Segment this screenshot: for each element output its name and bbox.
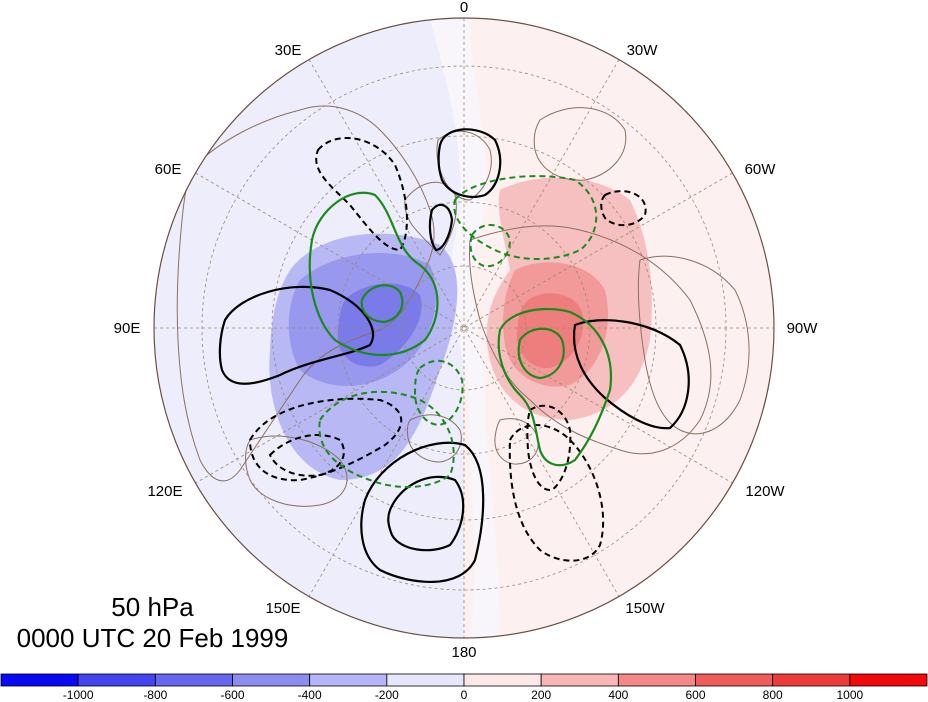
contour-green-solid-1 — [308, 191, 439, 356]
colorbar-box-0 — [0, 673, 79, 687]
colorbar-box-6 — [463, 673, 542, 687]
contour-dashed-5 — [508, 424, 605, 562]
lon-label-90w: 90W — [787, 320, 819, 337]
colorbar: -1000 -800 -600 -400 -200 0 200 400 600 800 1000 — [0, 673, 928, 702]
contour-green-dashed-1 — [453, 175, 598, 260]
contour-solid-3 — [218, 285, 375, 385]
colorbar-box-5 — [386, 673, 465, 687]
lon-label-30e: 30E — [275, 42, 302, 59]
colorbar-box-9 — [695, 673, 774, 687]
black-dashed-contours — [248, 137, 647, 562]
colorbar-tick-label: -800 — [143, 688, 167, 702]
contour-solid-2 — [428, 203, 454, 252]
lon-label-60e: 60E — [155, 161, 182, 178]
contour-green-dashed-4 — [413, 359, 464, 427]
colorbar-tick-label: -1000 — [63, 688, 94, 702]
title-pressure-level: 50 hPa — [111, 592, 194, 622]
contour-dashed-4 — [268, 434, 345, 477]
contour-green-solid-2 — [360, 284, 404, 324]
colorbar-tick-label: 1000 — [836, 688, 863, 702]
colorbar-box-3 — [232, 673, 311, 687]
contour-dashed-1 — [315, 137, 408, 252]
lon-label-0: 0 — [460, 0, 468, 16]
colorbar-tick-label: 800 — [763, 688, 783, 702]
title-valid-time: 0000 UTC 20 Feb 1999 — [16, 623, 289, 653]
lon-label-150w: 150W — [625, 600, 665, 617]
lon-label-180: 180 — [451, 644, 476, 661]
lon-label-120w: 120W — [745, 483, 785, 500]
contour-solid-6 — [387, 475, 465, 552]
contour-green-solid-3 — [497, 307, 612, 467]
colorbar-tick-label: -600 — [220, 688, 244, 702]
longitude-labels: 0 30W 60W 90W 120W 150W 180 150E 120E 90… — [114, 0, 819, 661]
lon-label-150e: 150E — [265, 600, 300, 617]
contour-solid-1 — [437, 128, 502, 198]
colorbar-box-7 — [540, 673, 619, 687]
colorbar-box-4 — [309, 673, 388, 687]
lon-label-60w: 60W — [745, 161, 777, 178]
contour-solid-4 — [572, 319, 690, 430]
contour-green-dashed-2 — [469, 224, 512, 268]
colorbar-box-11 — [849, 673, 928, 687]
green-contours — [308, 191, 612, 467]
contour-dashed-2 — [600, 190, 647, 227]
graticule — [154, 18, 774, 638]
contour-dashed-6 — [526, 404, 572, 492]
contour-green-dashed-3 — [318, 390, 455, 488]
lon-label-120e: 120E — [147, 483, 182, 500]
green-dashed-contours — [318, 175, 598, 488]
colorbar-tick-label: 400 — [608, 688, 628, 702]
colorbar-tick-label: -400 — [298, 688, 322, 702]
contour-green-solid-4 — [517, 327, 565, 380]
colorbar-tick-label: 0 — [461, 688, 468, 702]
colorbar-tick-label: -200 — [375, 688, 399, 702]
map-disc — [154, 18, 774, 638]
contour-solid-5 — [360, 441, 485, 584]
contour-dashed-3 — [248, 397, 403, 482]
colorbar-boxes — [0, 673, 928, 687]
colorbar-box-10 — [772, 673, 851, 687]
map-boundary — [153, 17, 775, 639]
lon-label-30w: 30W — [627, 42, 659, 59]
colorbar-box-2 — [154, 673, 233, 687]
colorbar-tick-labels: -1000 -800 -600 -400 -200 0 200 400 600 800 1000 — [63, 688, 864, 702]
colorbar-box-1 — [77, 673, 156, 687]
black-contours — [218, 128, 690, 584]
lon-label-90e: 90E — [114, 320, 141, 337]
colorbar-tick-label: 200 — [531, 688, 551, 702]
negative-anomaly-core — [337, 283, 422, 367]
colorbar-box-8 — [617, 673, 696, 687]
colorbar-tick-label: 600 — [685, 688, 705, 702]
